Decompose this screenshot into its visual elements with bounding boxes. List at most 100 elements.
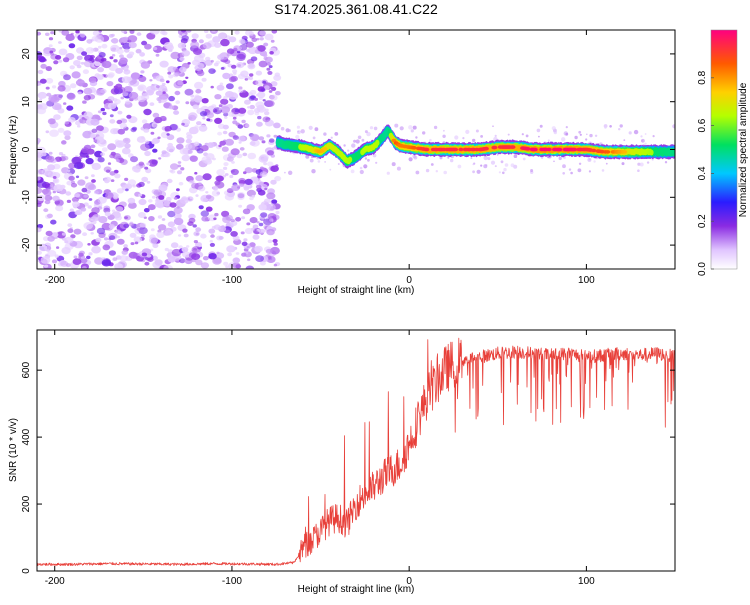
noise-blob [62,102,67,105]
noise-blob [144,140,150,145]
noise-blob [96,227,106,235]
noise-blob [115,229,122,234]
noise-blob [65,33,75,42]
spectrogram-y-label: Frequency (Hz) [8,116,19,185]
noise-blob [222,174,227,178]
noise-blob [244,227,253,235]
noise-blob [264,108,269,112]
noise-blob [241,241,248,246]
speckle [589,133,593,138]
noise-blob [38,244,48,252]
noise-blob [138,198,147,206]
noise-blob [87,205,92,209]
noise-blob [220,38,230,47]
noise-blob [191,182,199,189]
noise-blob [205,206,213,212]
noise-blob [130,242,135,246]
noise-blob [97,110,102,114]
noise-blob [108,250,116,256]
noise-blob [143,108,152,116]
speckle [439,156,443,160]
noise-blob [157,224,167,231]
speckle [565,126,568,129]
speckle [350,169,355,174]
noise-blob [123,244,128,248]
noise-blob [158,157,162,160]
speckle [588,170,592,173]
speckle [443,129,445,132]
noise-blob [55,55,62,60]
noise-blob [107,96,115,102]
noise-blob [68,175,75,181]
noise-blob [91,179,96,183]
noise-blob [44,264,49,268]
noise-blob [232,69,238,74]
noise-blob [219,82,224,86]
noise-blob [247,106,251,109]
noise-blob [167,142,173,148]
y-tick-label: 200 [21,495,32,512]
noise-blob [178,234,182,237]
speckle [565,132,569,136]
noise-blob [258,181,264,186]
noise-blob [70,83,77,89]
speckle [308,125,313,130]
ridge-peak [525,147,531,151]
noise-blob [91,128,98,133]
speckle [410,129,414,133]
noise-blob [216,169,225,176]
noise-blob [140,70,145,74]
speckle [621,162,625,166]
colorbar-tick-label: 0.4 [697,166,708,180]
noise-blob [128,42,137,49]
noise-blob [209,239,213,243]
ridge-peak [532,147,538,152]
noise-blob [125,188,129,192]
speckle [343,144,346,147]
noise-blob [131,126,138,131]
noise-blob [174,71,181,77]
noise-blob [274,72,280,77]
speckle [646,161,650,164]
noise-blob [126,114,132,119]
noise-blob [193,240,198,244]
speckle [288,170,293,175]
speckle [494,134,497,137]
noise-blob [39,98,43,101]
speckle [446,155,449,158]
noise-blob [153,189,163,197]
speckle [415,136,418,139]
noise-blob [196,121,202,126]
noise-blob [248,76,254,81]
noise-blob [217,131,223,136]
noise-blob [66,169,71,173]
noise-blob [268,90,273,93]
noise-blob [136,228,140,231]
speckle [574,135,578,140]
speckle [351,143,356,148]
noise-blob [220,98,229,105]
noise-blob [231,184,241,192]
noise-blob [37,250,42,255]
noise-blob [230,218,235,223]
speckle [628,131,632,135]
noise-blob [191,33,199,39]
noise-blob [138,212,146,218]
noise-blob [110,151,116,156]
speckle [579,133,582,136]
noise-blob [258,228,266,234]
x-tick-label: -200 [45,275,65,286]
noise-blob [102,244,111,251]
noise-blob [164,247,169,252]
noise-blob [205,194,212,199]
noise-blob [246,48,250,52]
noise-blob [156,97,162,102]
noise-blob [227,252,233,257]
noise-blob [247,109,255,116]
noise-blob [65,263,71,268]
noise-blob [269,94,278,101]
noise-blob [58,41,62,44]
noise-blob [189,155,198,162]
noise-blob [51,259,58,264]
noise-blob [258,136,265,141]
